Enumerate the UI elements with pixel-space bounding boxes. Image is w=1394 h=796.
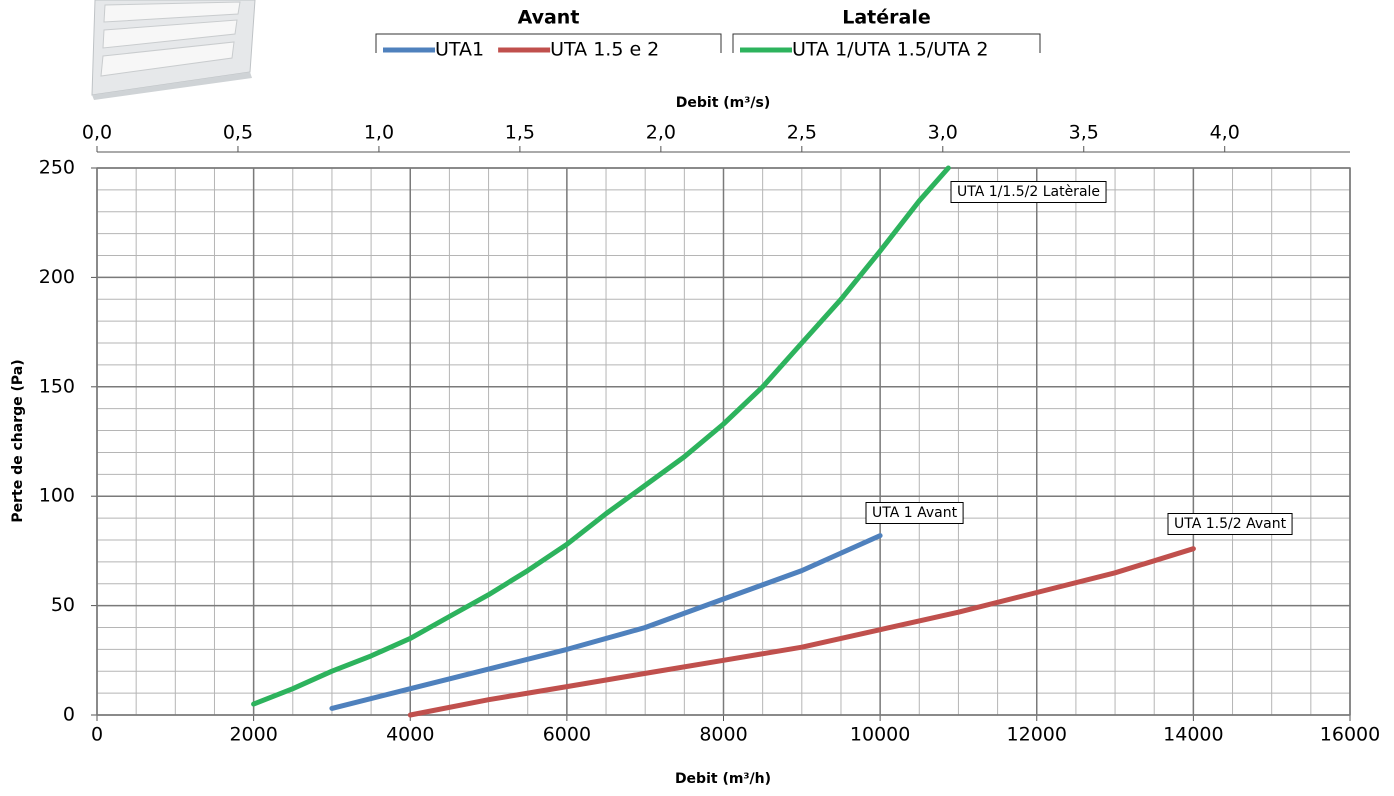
x-tick-label: 4000: [386, 724, 434, 746]
series-line: [251, 165, 951, 707]
legend-label: UTA 1.5 e 2: [550, 39, 659, 61]
x2-tick-label: 2,0: [646, 122, 676, 144]
x2-tick-label: 3,0: [928, 122, 958, 144]
y-tick-label: 50: [51, 594, 75, 616]
annotation-box: [950, 181, 1107, 203]
grille-image: [91, 0, 256, 100]
x2-tick-label: 1,0: [364, 122, 394, 144]
x2-tick-label: 1,5: [505, 122, 535, 144]
legend-label: UTA 1/UTA 1.5/UTA 2: [792, 39, 988, 61]
annotation-box: [865, 502, 964, 524]
annotation: UTA 1 Avant: [872, 505, 958, 521]
legend-group-title: Latérale: [842, 7, 931, 29]
x2-tick-label: 4,0: [1210, 122, 1240, 144]
y-axis-title: Perte de charge (Pa): [10, 359, 26, 522]
x2-tick-label: 0,5: [223, 122, 253, 144]
annotation-box: [1167, 513, 1293, 535]
x-tick-label: 14000: [1163, 724, 1223, 746]
x-axis-title: Debit (m³/h): [675, 771, 771, 787]
x-tick-label: 12000: [1007, 724, 1067, 746]
legend-group-title: Avant: [518, 7, 580, 29]
y-tick-label: 200: [39, 266, 75, 288]
plot-frame: [96, 167, 1351, 716]
series-line: [407, 546, 1196, 718]
x2-tick-label: 3,5: [1069, 122, 1099, 144]
x-tick-label: 16000: [1320, 724, 1380, 746]
x2-tick-label: 0,0: [82, 122, 112, 144]
x-tick-label: 8000: [699, 724, 747, 746]
legend-bracket: [375, 33, 722, 53]
x-tick-label: 2000: [229, 724, 277, 746]
annotation: UTA 1/1.5/2 Latèrale: [957, 184, 1100, 200]
legend-label: UTA1: [435, 39, 484, 61]
annotation: UTA 1.5/2 Avant: [1174, 516, 1287, 532]
x-tick-label: 10000: [850, 724, 910, 746]
y-tick-label: 0: [63, 704, 75, 726]
x2-tick-label: 2,5: [787, 122, 817, 144]
series-line: [329, 533, 883, 711]
x-tick-label: 0: [91, 724, 103, 746]
x2-axis-title: Debit (m³/s): [676, 95, 770, 111]
x-tick-label: 6000: [543, 724, 591, 746]
legend-bracket: [732, 33, 1041, 53]
y-tick-label: 250: [39, 157, 75, 179]
y-tick-label: 150: [39, 375, 75, 397]
y-tick-label: 100: [39, 485, 75, 507]
